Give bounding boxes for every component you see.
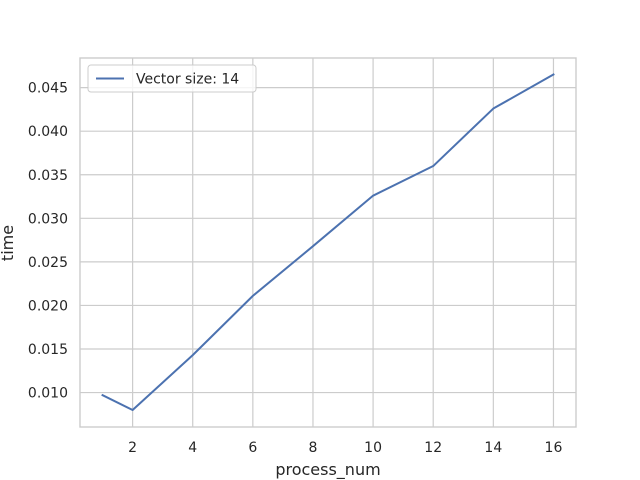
- x-tick-label: 12: [424, 440, 442, 456]
- x-tick-label: 6: [248, 440, 257, 456]
- x-tick-label: 16: [545, 440, 563, 456]
- y-tick-label: 0.035: [28, 168, 68, 184]
- x-tick-labels: 2 4 6 8 10 12 14 16: [128, 440, 562, 456]
- y-axis-label: time: [0, 225, 17, 261]
- legend: Vector size: 14: [87, 64, 257, 93]
- x-tick-label: 2: [128, 440, 137, 456]
- x-axis-label: process_num: [275, 460, 380, 480]
- x-tick-label: 8: [309, 440, 318, 456]
- y-tick-label: 0.025: [28, 255, 68, 271]
- y-tick-label: 0.020: [28, 298, 68, 314]
- grid-lines: [80, 58, 576, 427]
- y-tick-label: 0.045: [28, 81, 68, 97]
- x-tick-label: 14: [484, 440, 502, 456]
- legend-box: [87, 64, 257, 93]
- x-tick-label: 10: [364, 440, 382, 456]
- plot-frame: [79, 57, 577, 428]
- y-tick-label: 0.040: [28, 124, 68, 140]
- axes-frame: [79, 57, 577, 428]
- y-tick-label: 0.015: [28, 342, 68, 358]
- series-line: [101, 73, 555, 412]
- x-tick-label: 4: [188, 440, 197, 456]
- legend-label: Vector size: 14: [136, 72, 239, 88]
- series-lines: [101, 73, 555, 412]
- y-tick-label: 0.010: [28, 386, 68, 402]
- y-tick-label: 0.030: [28, 211, 68, 227]
- y-tick-labels: 0.010 0.015 0.020 0.025 0.030 0.035 0.040 0.045: [28, 81, 68, 402]
